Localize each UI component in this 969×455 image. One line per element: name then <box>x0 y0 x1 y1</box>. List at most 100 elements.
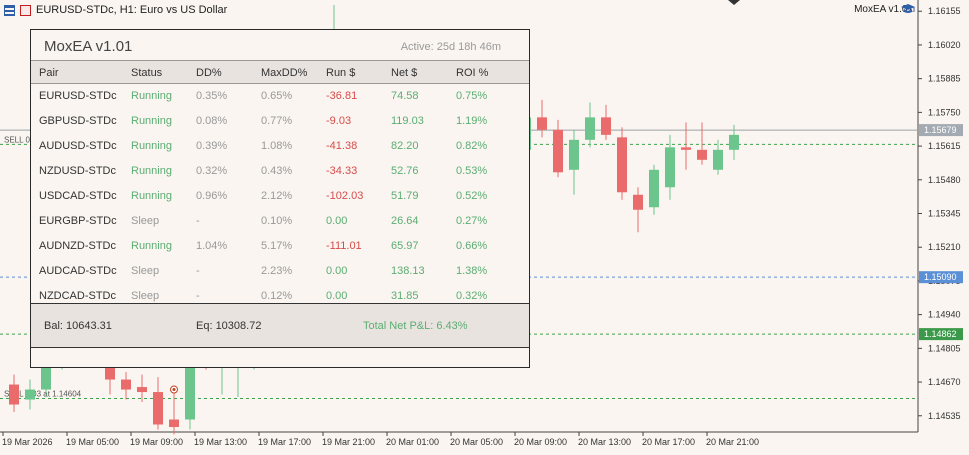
trade-entry-dot <box>172 388 176 392</box>
ea-dashboard-panel: MoxEA v1.01 Active: 25d 18h 46m Pair Sta… <box>30 29 530 368</box>
cell-dd: 0.39% <box>196 140 228 152</box>
cell-maxdd: 0.43% <box>261 165 293 177</box>
cell-roi: 0.27% <box>456 215 488 227</box>
cell-maxdd: 0.10% <box>261 215 293 227</box>
cell-pair: USDCAD-STDc <box>39 190 117 202</box>
current-price-tag-bg <box>919 124 963 137</box>
chart-symbol-title: EURUSD-STDc, H1: Euro vs US Dollar <box>36 4 228 16</box>
cell-net: 119.03 <box>391 115 424 127</box>
balance-value: Bal: 10643.31 <box>44 320 112 332</box>
header-status: Status <box>131 67 163 79</box>
table-row: USDCAD-STDc Running 0.96% 2.12% -102.03 51.79… <box>31 184 529 209</box>
cell-status: Sleep <box>131 265 160 277</box>
cell-maxdd: 0.77% <box>261 115 293 127</box>
table-row: NZDUSD-STDc Running 0.32% 0.43% -34.33 52.76 0… <box>31 159 529 184</box>
header-maxdd: MaxDD% <box>261 67 308 79</box>
cell-roi: 0.66% <box>456 240 488 252</box>
time-tick-label: 19 Mar 05:00 <box>66 437 119 447</box>
table-row: GBPUSD-STDc Running 0.08% 0.77% -9.03 119.03 1… <box>31 109 529 134</box>
cell-roi: 0.53% <box>456 165 488 177</box>
expert-advisor-hat-icon[interactable] <box>900 2 916 16</box>
scroll-marker-icon[interactable] <box>728 0 740 5</box>
cell-net: 26.64 <box>391 215 419 227</box>
active-duration: Active: 25d 18h 46m <box>400 41 501 53</box>
cell-run: -9.03 <box>326 115 352 127</box>
candle-body <box>121 379 131 390</box>
cell-status: Sleep <box>131 290 160 302</box>
cell-net: 82.20 <box>391 140 419 152</box>
candle-body <box>569 139 579 170</box>
cell-dd: 0.08% <box>196 115 228 127</box>
level-tag-green: 1.14862 <box>924 329 957 339</box>
cell-net: 31.85 <box>391 290 419 302</box>
time-tick-label: 20 Mar 21:00 <box>706 437 759 447</box>
cell-pair: EURUSD-STDc <box>39 90 117 102</box>
equity-value: Eq: 10308.72 <box>196 320 262 332</box>
cell-roi: 1.38% <box>456 265 488 277</box>
price-tick-label: 1.16155 <box>928 6 961 16</box>
current-price-tag: 1.15679 <box>924 125 957 135</box>
cell-maxdd: 1.08% <box>261 140 293 152</box>
panel-footer: Bal: 10643.31 Eq: 10308.72 Total Net P&L… <box>31 303 529 348</box>
cell-run: 0.00 <box>326 265 348 277</box>
cell-maxdd: 0.12% <box>261 290 293 302</box>
cell-pair: NZDCAD-STDc <box>39 290 116 302</box>
time-tick-label: 19 Mar 2026 <box>2 437 53 447</box>
cell-dd: 0.35% <box>196 90 228 102</box>
cell-roi: 0.52% <box>456 190 488 202</box>
cell-pair: AUDUSD-STDc <box>39 140 117 152</box>
candle-body <box>665 147 675 188</box>
cell-status: Running <box>131 90 172 102</box>
cell-run: -102.03 <box>326 190 364 202</box>
candle-body <box>697 149 707 160</box>
cell-net: 138.13 <box>391 265 425 277</box>
cell-dd: 0.96% <box>196 190 228 202</box>
time-tick-label: 20 Mar 17:00 <box>642 437 695 447</box>
cell-dd: - <box>196 290 200 302</box>
cell-run: 0.00 <box>326 290 348 302</box>
candle-body <box>601 117 611 135</box>
time-tick-label: 20 Mar 13:00 <box>578 437 631 447</box>
cell-pair: EURGBP-STDc <box>39 215 117 227</box>
cell-net: 65.97 <box>391 240 419 252</box>
table-row: AUDNZD-STDc Running 1.04% 5.17% -111.01 65.97… <box>31 234 529 259</box>
time-tick-label: 19 Mar 13:00 <box>194 437 247 447</box>
price-tick-label: 1.16020 <box>928 40 961 50</box>
candle-body <box>169 419 179 428</box>
chart-window-icon[interactable] <box>20 4 31 16</box>
price-tick-label: 1.14670 <box>928 377 961 387</box>
cell-roi: 0.82% <box>456 140 488 152</box>
time-tick-label: 20 Mar 05:00 <box>450 437 503 447</box>
chart-menu-icon[interactable] <box>4 4 15 16</box>
candle-body <box>153 392 163 425</box>
table-row: NZDCAD-STDc Sleep - 0.12% 0.00 31.85 0.32% <box>31 284 529 309</box>
cell-maxdd: 2.12% <box>261 190 293 202</box>
cell-pair: AUDNZD-STDc <box>39 240 116 252</box>
cell-status: Running <box>131 165 172 177</box>
cell-pair: AUDCAD-STDc <box>39 265 117 277</box>
cell-dd: - <box>196 265 200 277</box>
table-row: AUDCAD-STDc Sleep - 2.23% 0.00 138.13 1.38% <box>31 259 529 284</box>
level-tag-blue: 1.15090 <box>924 272 957 282</box>
candle-body <box>649 169 659 208</box>
candle-body <box>585 117 595 140</box>
header-net: Net $ <box>391 67 418 79</box>
price-tick-label: 1.14805 <box>928 343 961 353</box>
cell-maxdd: 5.17% <box>261 240 293 252</box>
candle-body <box>137 387 147 393</box>
candle-body <box>185 347 195 420</box>
cell-pair: GBPUSD-STDc <box>39 115 117 127</box>
cell-run: -36.81 <box>326 90 358 102</box>
panel-title: MoxEA v1.01 <box>44 38 133 55</box>
cell-dd: 0.32% <box>196 165 228 177</box>
cell-roi: 0.32% <box>456 290 488 302</box>
cell-status: Running <box>131 115 172 127</box>
price-tick-label: 1.15885 <box>928 74 961 84</box>
time-tick-label: 19 Mar 17:00 <box>258 437 311 447</box>
level-tag-blue-bg <box>919 271 963 284</box>
chart-title-bar: EURUSD-STDc, H1: Euro vs US Dollar <box>4 3 227 17</box>
candle-body <box>553 129 563 173</box>
header-pair: Pair <box>39 67 59 79</box>
time-tick-label: 19 Mar 09:00 <box>130 437 183 447</box>
price-tick-label: 1.14535 <box>928 411 961 421</box>
